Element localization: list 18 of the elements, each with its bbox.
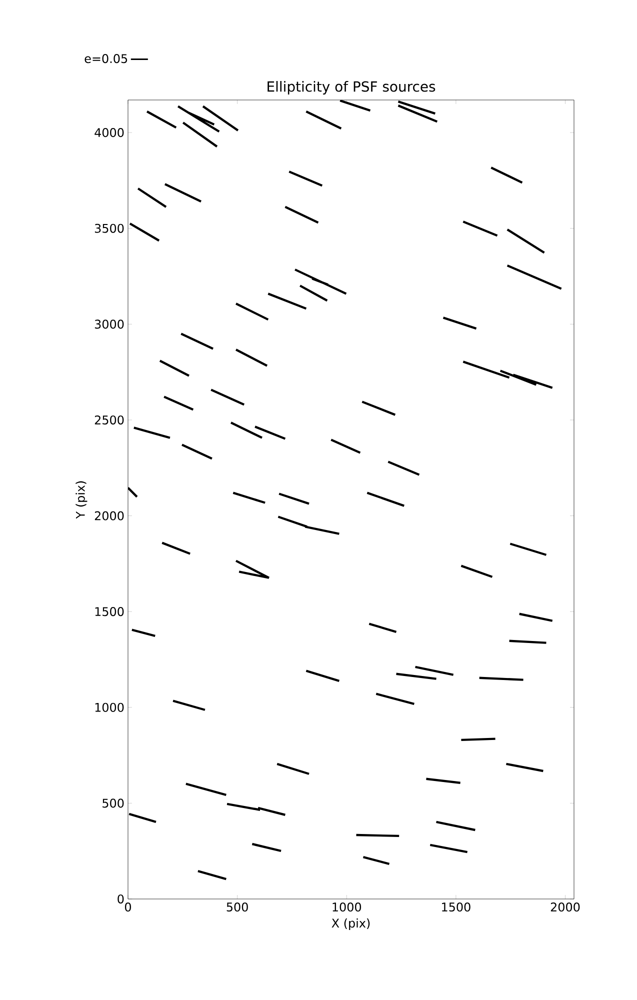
x-tick-label: 0 (124, 902, 132, 912)
x-tick-label: 500 (226, 902, 248, 912)
y-tick-label: 3000 (94, 320, 124, 329)
legend-label: e=0.05 (84, 54, 128, 64)
y-tick-label: 2000 (94, 511, 124, 520)
chart-title: Ellipticity of PSF sources (268, 81, 436, 94)
y-tick-label: 500 (102, 798, 124, 808)
y-tick-label: 0 (118, 894, 124, 904)
y-tick-label: 1500 (95, 607, 124, 616)
x-tick-label: 2000 (550, 902, 580, 912)
y-axis-title: Y (pix) (76, 481, 88, 519)
y-tick-label: 4000 (94, 128, 124, 138)
y-tick-label: 3500 (94, 224, 124, 233)
y-tick-label: 1000 (95, 702, 124, 712)
x-tick-label: 1000 (332, 902, 362, 912)
x-tick-label: 1500 (442, 902, 470, 912)
x-axis-title: X (pix) (332, 918, 370, 930)
y-tick-label: 2500 (94, 415, 124, 424)
